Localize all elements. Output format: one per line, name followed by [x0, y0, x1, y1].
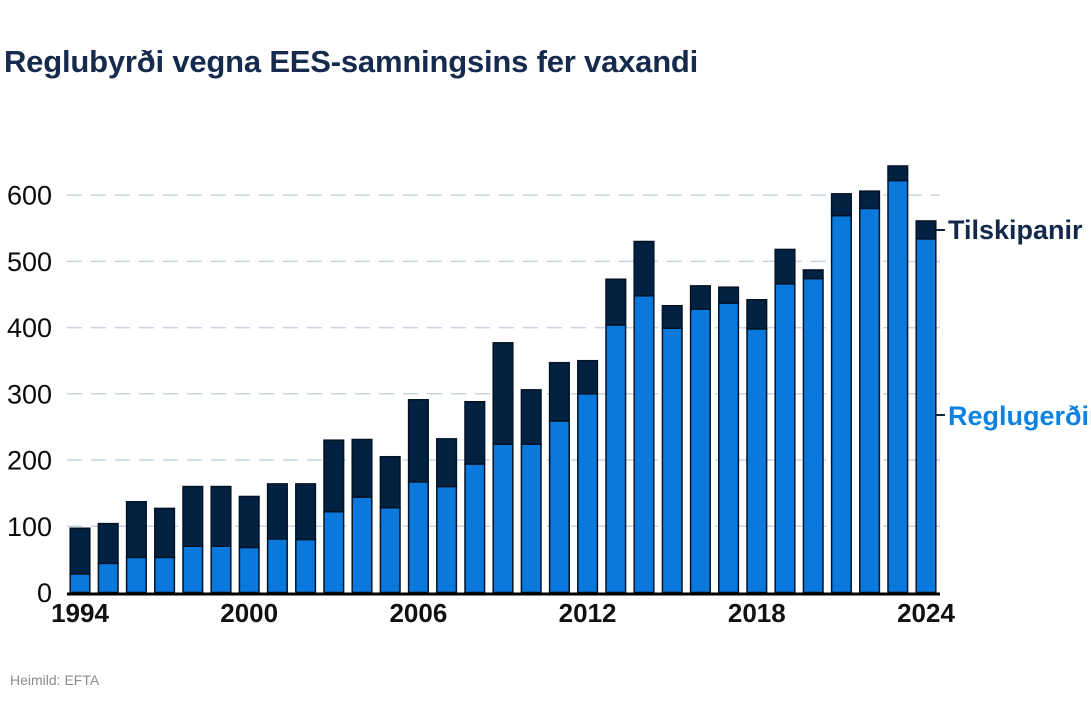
bar-2007-tilskipanir	[436, 438, 458, 488]
bar-2019-reglugerdir	[774, 283, 796, 594]
y-tick-label-500: 500	[7, 247, 52, 277]
bar-2005-tilskipanir	[379, 455, 401, 509]
bar-2024-tilskipanir	[915, 220, 937, 240]
y-tick-label-200: 200	[7, 446, 52, 476]
bar-2006-tilskipanir	[407, 399, 429, 483]
bar-2014-reglugerdir	[633, 295, 655, 594]
bar-2023-tilskipanir	[887, 165, 909, 182]
x-tick-label-2018: 2018	[728, 598, 786, 628]
bar-1996-tilskipanir	[125, 501, 147, 559]
bar-2004-tilskipanir	[351, 438, 373, 498]
bar-2022-reglugerdir	[859, 207, 881, 594]
page-title: Reglubyrði vegna EES-samningsins fer vax…	[4, 44, 699, 79]
bar-2013-tilskipanir	[605, 278, 627, 326]
y-tick-label-400: 400	[7, 313, 52, 343]
bar-2011-tilskipanir	[548, 361, 570, 422]
bar-2000-reglugerdir	[238, 546, 260, 594]
bar-2024-reglugerdir	[915, 238, 937, 594]
bar-1998-tilskipanir	[182, 485, 204, 547]
bar-2001-tilskipanir	[266, 483, 288, 540]
bar-1998-reglugerdir	[182, 545, 204, 594]
bar-2000-tilskipanir	[238, 495, 260, 549]
bar-2014-tilskipanir	[633, 240, 655, 297]
bar-2007-reglugerdir	[436, 485, 458, 594]
bar-2023-reglugerdir	[887, 179, 909, 594]
bar-1997-reglugerdir	[154, 556, 176, 594]
bar-1994-reglugerdir	[69, 573, 91, 594]
bar-2008-tilskipanir	[464, 401, 486, 465]
legend-label-reglugerdir: Reglugerðir	[948, 401, 1091, 431]
bar-1994-tilskipanir	[69, 527, 91, 575]
bar-2009-reglugerdir	[492, 443, 514, 594]
bar-2018-tilskipanir	[746, 299, 768, 330]
bar-2003-tilskipanir	[323, 439, 345, 513]
bar-2020-reglugerdir	[802, 277, 824, 594]
source-note: Heimild: EFTA	[10, 672, 100, 688]
y-tick-label-0: 0	[37, 578, 52, 608]
bar-1996-reglugerdir	[125, 556, 147, 594]
bar-2018-reglugerdir	[746, 328, 768, 594]
bar-2002-tilskipanir	[295, 483, 317, 541]
bar-2012-tilskipanir	[577, 359, 599, 395]
y-tick-label-300: 300	[7, 379, 52, 409]
bar-2010-reglugerdir	[520, 443, 542, 594]
bar-2002-reglugerdir	[295, 538, 317, 594]
bar-2012-reglugerdir	[577, 393, 599, 594]
bar-1999-reglugerdir	[210, 545, 232, 594]
bar-2021-reglugerdir	[830, 214, 852, 594]
bar-2010-tilskipanir	[520, 389, 542, 445]
bar-2008-reglugerdir	[464, 463, 486, 594]
bar-2015-tilskipanir	[661, 304, 683, 329]
bar-1999-tilskipanir	[210, 485, 232, 547]
bar-2003-reglugerdir	[323, 510, 345, 594]
bar-2005-reglugerdir	[379, 506, 401, 594]
bar-2017-reglugerdir	[718, 302, 740, 594]
bar-2022-tilskipanir	[859, 190, 881, 210]
bar-1995-reglugerdir	[97, 562, 119, 594]
x-tick-label-2024: 2024	[897, 598, 955, 628]
bar-2017-tilskipanir	[718, 286, 740, 304]
legend-label-tilskipanir: Tilskipanir	[948, 215, 1083, 245]
bar-2009-tilskipanir	[492, 342, 514, 445]
bar-2021-tilskipanir	[830, 193, 852, 217]
bar-2016-tilskipanir	[689, 285, 711, 310]
bar-2006-reglugerdir	[407, 481, 429, 594]
bar-2019-tilskipanir	[774, 248, 796, 285]
bar-2020-tilskipanir	[802, 269, 824, 280]
x-tick-label-2012: 2012	[559, 598, 617, 628]
bar-2011-reglugerdir	[548, 420, 570, 594]
bar-1997-tilskipanir	[154, 507, 176, 559]
bar-2015-reglugerdir	[661, 327, 683, 594]
bar-2013-reglugerdir	[605, 324, 627, 594]
y-tick-label-600: 600	[7, 181, 52, 211]
x-tick-label-2000: 2000	[220, 598, 278, 628]
bar-2004-reglugerdir	[351, 496, 373, 594]
bar-1995-tilskipanir	[97, 522, 119, 565]
x-tick-label-1994: 1994	[51, 598, 109, 628]
bar-2016-reglugerdir	[689, 308, 711, 594]
x-tick-label-2006: 2006	[389, 598, 447, 628]
y-tick-label-100: 100	[7, 512, 52, 542]
bar-2001-reglugerdir	[266, 538, 288, 594]
